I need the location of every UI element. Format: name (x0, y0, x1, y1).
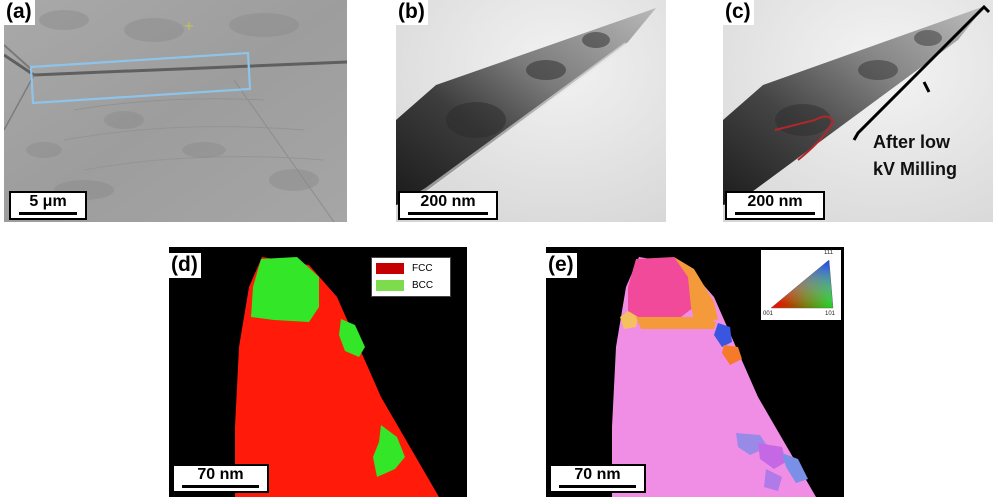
tem-image (396, 0, 666, 222)
panel-a-label: (a) (4, 0, 35, 25)
scale-bar-line (19, 212, 77, 215)
panel-b-label: (b) (396, 0, 428, 25)
scale-bar: 70 nm (172, 464, 269, 493)
ipf-triangle (770, 259, 834, 309)
phase-legend: FCC BCC (371, 257, 451, 297)
ipf-label-111: 111 (824, 250, 834, 256)
scale-bar: 200 nm (398, 191, 498, 220)
panel-e-label: (e) (546, 253, 577, 278)
annotation-text-line1: After low (873, 132, 951, 152)
scale-bar-text: 200 nm (420, 193, 476, 210)
scale-bar-text: 200 nm (747, 193, 803, 210)
annotation-text-line2: kV Milling (873, 159, 958, 179)
legend-label-fcc: FCC (412, 263, 433, 274)
tem-image-milled (723, 0, 993, 222)
legend-label-bcc: BCC (412, 280, 434, 291)
scale-bar-text: 70 nm (197, 466, 244, 483)
panel-e: (e) 111 001 101 70 nm (546, 247, 844, 497)
panel-b: (b) 200 nm (396, 0, 666, 222)
panel-a: (a) 5 μm (4, 0, 347, 222)
scale-bar-line (182, 485, 259, 488)
ipf-key: 111 001 101 (761, 250, 841, 320)
scale-bar-text: 5 μm (29, 193, 67, 210)
panel-d-label: (d) (169, 253, 201, 278)
scale-bar: 70 nm (549, 464, 646, 493)
legend-swatch-bcc (376, 280, 404, 291)
scale-bar: 200 nm (725, 191, 825, 220)
scale-bar-line (735, 212, 815, 215)
ipf-label-101: 101 (825, 311, 836, 317)
scale-bar-text: 70 nm (574, 466, 621, 483)
sem-image (4, 0, 347, 222)
panel-c: (c) After low kV Milling 200 nm (723, 0, 993, 222)
panel-c-label: (c) (723, 0, 754, 25)
scale-bar-line (408, 212, 488, 215)
scale-bar-line (559, 485, 636, 488)
legend-swatch-fcc (376, 263, 404, 274)
scale-bar: 5 μm (9, 191, 87, 220)
panel-d: (d) FCC BCC 70 nm (169, 247, 467, 497)
ipf-label-001: 001 (763, 311, 774, 317)
